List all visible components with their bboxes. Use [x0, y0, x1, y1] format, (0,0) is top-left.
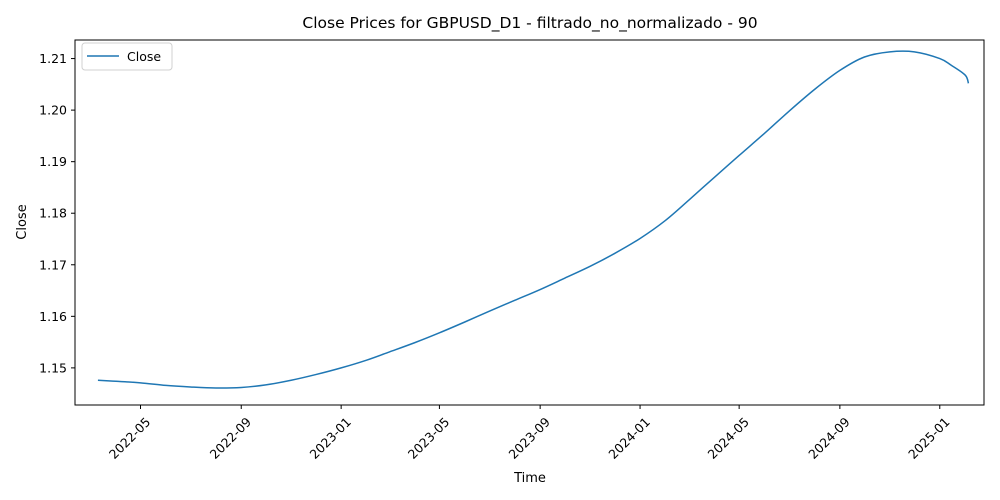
- y-tick-label: 1.15: [39, 360, 67, 375]
- y-axis-label: Close: [15, 204, 30, 239]
- legend-label-close: Close: [127, 49, 161, 64]
- y-tick-label: 1.21: [39, 51, 67, 66]
- y-tick-label: 1.16: [39, 309, 67, 324]
- x-tick-label: 2025-01: [905, 414, 953, 462]
- x-tick-label: 2022-05: [106, 414, 154, 462]
- x-tick-label: 2024-09: [805, 414, 853, 462]
- x-axis-ticks: 2022-05 2022-09 2023-01 2023-05 2023-09 2024-…: [106, 405, 953, 462]
- legend: Close: [81, 42, 173, 71]
- series-line-close: [97, 50, 970, 389]
- chart-title: Close Prices for GBPUSD_D1 - filtrado_no…: [302, 14, 757, 33]
- y-axis-ticks: 1.15 1.16 1.17 1.18 1.19 1.20 1.21: [39, 51, 75, 375]
- y-tick-label: 1.17: [39, 257, 67, 272]
- plot-area-frame: [74, 39, 985, 406]
- x-tick-label: 2022-09: [207, 414, 255, 462]
- x-tick-label: 2023-09: [506, 414, 554, 462]
- y-tick-label: 1.20: [39, 103, 67, 118]
- x-tick-label: 2024-05: [705, 414, 753, 462]
- y-tick-label: 1.19: [39, 154, 67, 169]
- x-tick-label: 2023-05: [405, 414, 453, 462]
- x-tick-label: 2024-01: [605, 414, 653, 462]
- x-axis-label: Time: [513, 471, 546, 486]
- x-tick-label: 2023-01: [307, 414, 355, 462]
- legend-box: [81, 42, 173, 71]
- y-tick-label: 1.18: [39, 206, 67, 221]
